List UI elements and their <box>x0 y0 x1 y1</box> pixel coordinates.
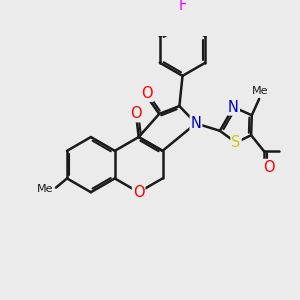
Text: O: O <box>263 160 275 175</box>
Text: Me: Me <box>251 86 268 96</box>
Text: N: N <box>228 100 239 115</box>
Text: S: S <box>231 135 241 150</box>
Text: O: O <box>130 106 141 122</box>
Text: Me: Me <box>38 184 54 194</box>
Text: N: N <box>190 116 201 131</box>
Text: F: F <box>178 0 187 13</box>
Text: O: O <box>141 86 153 101</box>
Text: O: O <box>133 185 145 200</box>
